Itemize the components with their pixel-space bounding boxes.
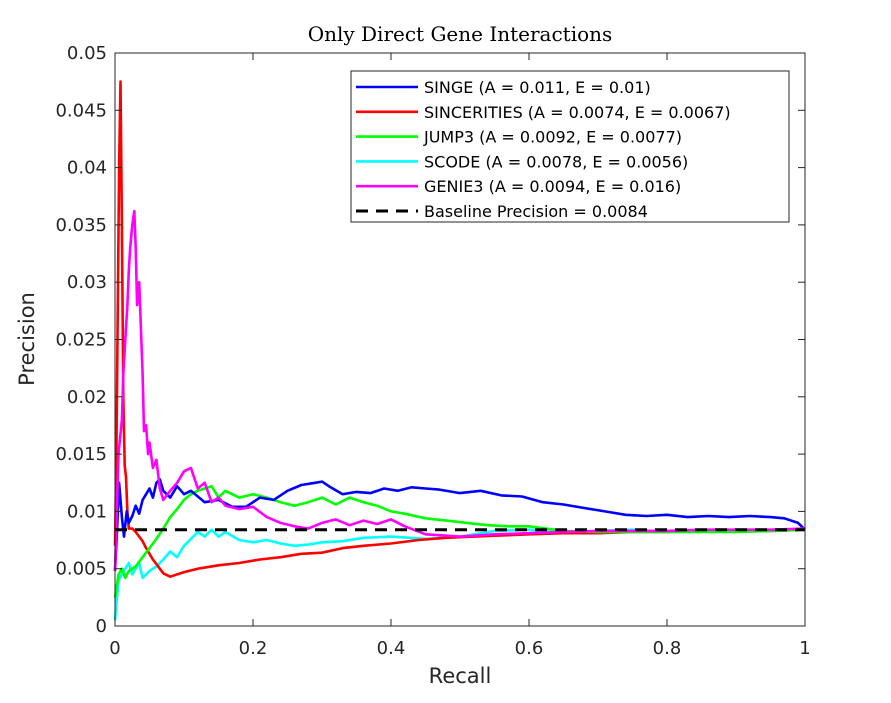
y-tick-label: 0.03 — [67, 272, 107, 293]
legend-label-0: SINGE (A = 0.011, E = 0.01) — [424, 78, 651, 97]
y-tick-label: 0.005 — [55, 559, 107, 580]
y-tick-label: 0.025 — [55, 330, 107, 351]
legend-label-2: JUMP3 (A = 0.0092, E = 0.0077) — [423, 128, 682, 147]
series-line-0 — [113, 477, 806, 572]
x-axis-label: Recall — [429, 664, 492, 688]
y-axis-label: Precision — [15, 292, 39, 386]
x-tick-label: 0.6 — [515, 638, 544, 659]
legend-box — [350, 70, 790, 223]
y-tick-label: 0.02 — [67, 387, 107, 408]
legend-label-1: SINCERITIES (A = 0.0074, E = 0.0067) — [424, 103, 731, 122]
x-tick-label: 0.4 — [377, 638, 406, 659]
legend-label-5: Baseline Precision = 0.0084 — [424, 202, 648, 221]
legend-label-4: GENIE3 (A = 0.0094, E = 0.016) — [424, 177, 681, 196]
series-line-4 — [113, 209, 806, 572]
x-tick-label: 0 — [109, 638, 120, 659]
series-line-2 — [113, 484, 806, 598]
y-tick-label: 0.015 — [55, 444, 107, 465]
y-tick-label: 0.04 — [67, 158, 107, 179]
legend: SINGE (A = 0.011, E = 0.01) SINCERITIES (… — [350, 70, 790, 223]
x-tick-label: 1 — [799, 638, 810, 659]
y-tick-label: 0.05 — [67, 43, 107, 64]
y-tick-label: 0.045 — [55, 100, 107, 121]
legend-label-3: SCODE (A = 0.0078, E = 0.0056) — [424, 152, 688, 171]
tick-labels-layer: 0 0.2 0.4 0.6 0.8 1 0 0.005 0.01 0.015 0.02 0.025 0.… — [55, 43, 810, 659]
y-tick-label: 0.01 — [67, 501, 107, 522]
ticks-layer — [114, 52, 806, 627]
chart-title: Only Direct Gene Interactions — [308, 22, 613, 46]
x-tick-label: 0.2 — [239, 638, 268, 659]
series-layer — [113, 80, 806, 621]
y-tick-label: 0.035 — [55, 215, 107, 236]
x-tick-label: 0.8 — [653, 638, 682, 659]
y-tick-label: 0 — [96, 616, 107, 637]
